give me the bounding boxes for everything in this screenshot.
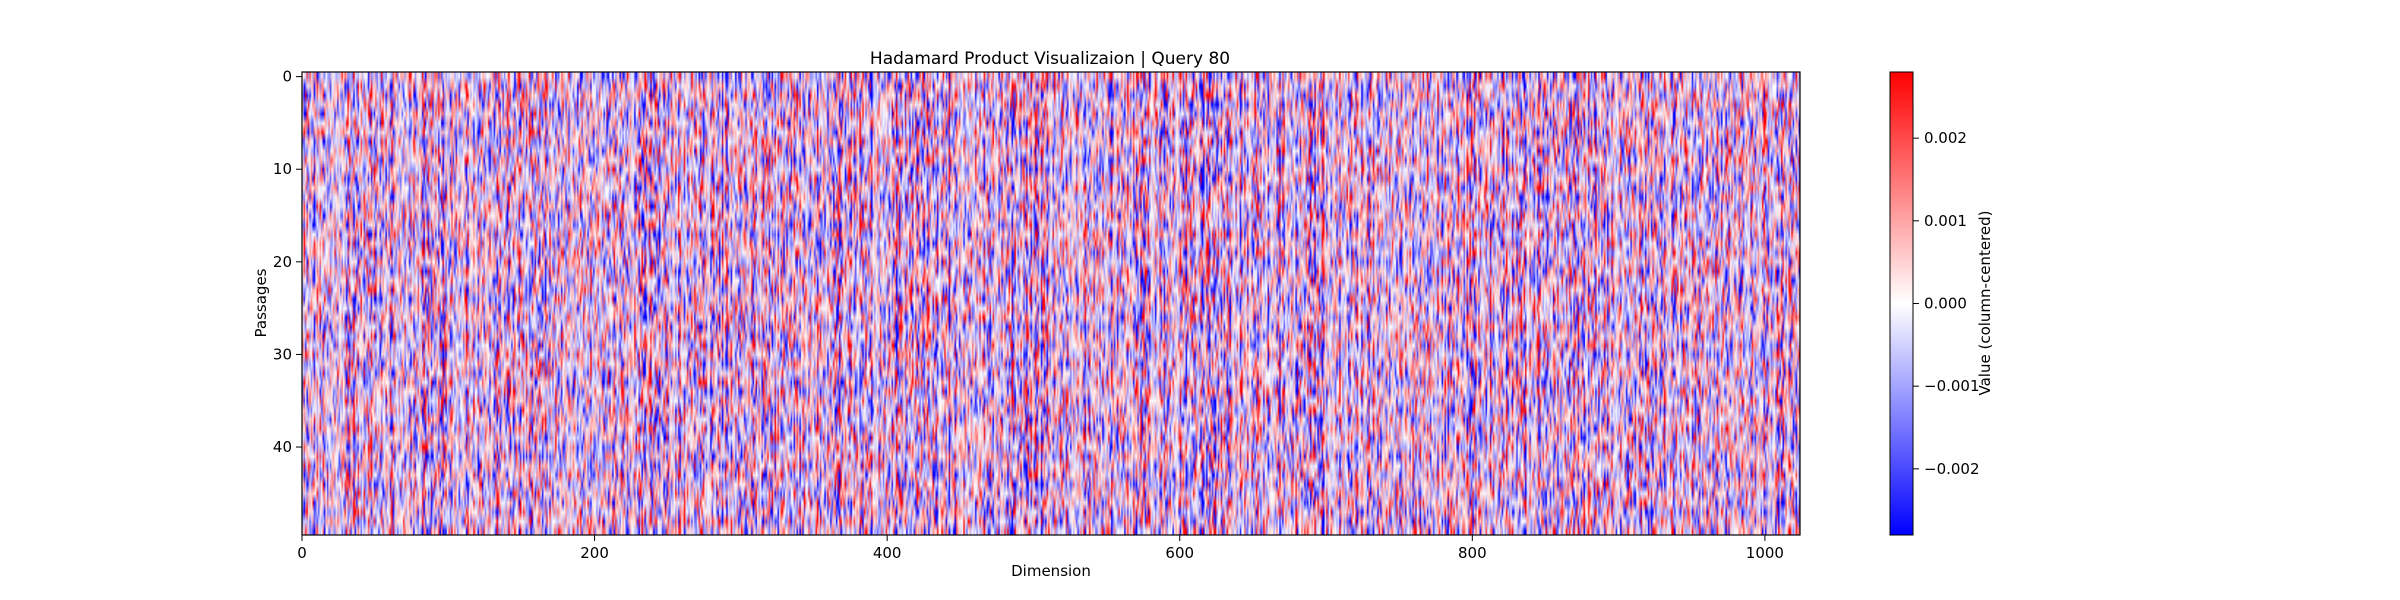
y-tick-label: 30 [273,345,292,363]
colorbar-ticks: 0.002 0.001 0.000 −0.001 −0.002 [1913,129,1980,478]
colorbar-tick-label: −0.001 [1924,377,1980,395]
y-tick-label: 40 [273,438,292,456]
colorbar [1889,71,1914,536]
x-tick-label: 0 [297,544,307,562]
colorbar-label: Value (column-centered) [1976,211,1994,396]
x-tick-label: 1000 [1746,544,1784,562]
colorbar-tick-label: 0.002 [1924,129,1967,147]
colorbar-tick-label: 0.001 [1924,212,1967,230]
colorbar-tick-label: 0.000 [1924,295,1967,313]
x-tick-label: 600 [1165,544,1194,562]
heatmap-image [302,72,1800,535]
x-tick-label: 400 [873,544,902,562]
y-axis-label: Passages [252,268,270,337]
chart-title: Hadamard Product Visualizaion | Query 80 [870,49,1230,69]
y-tick-label: 20 [273,253,292,271]
y-axis-ticks: 0 10 20 30 40 [273,68,302,456]
heatmap-cells [302,72,1800,535]
x-axis-label: Dimension [1011,562,1091,580]
colorbar-tick-label: −0.002 [1924,460,1980,478]
x-axis-ticks: 0 200 400 600 800 1000 [297,535,1784,562]
x-tick-label: 200 [580,544,609,562]
y-tick-label: 10 [273,160,292,178]
x-tick-label: 800 [1458,544,1487,562]
y-tick-label: 0 [282,68,292,86]
plot-frame [301,71,1801,536]
